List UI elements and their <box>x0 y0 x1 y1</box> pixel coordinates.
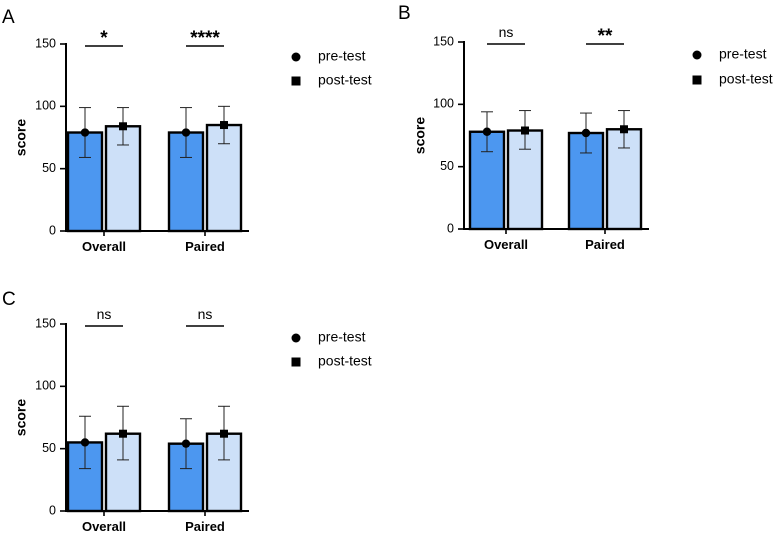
marker-circle-overall <box>482 127 492 136</box>
significance-label: ns <box>499 24 514 40</box>
y-tick-label: 50 <box>42 441 56 455</box>
marker-circle-paired <box>181 128 191 137</box>
y-tick-label: 50 <box>440 159 454 173</box>
panel-letter: A <box>2 7 15 28</box>
x-tick-label-paired: Paired <box>585 237 625 252</box>
marker-square-paired <box>220 121 228 130</box>
marker-square-paired <box>220 429 228 438</box>
significance-label: ** <box>598 26 613 47</box>
significance-label: ns <box>198 306 213 322</box>
y-tick-label: 150 <box>35 316 56 330</box>
legend-label-pre-test: pre-test <box>318 329 366 345</box>
legend-marker-square-icon <box>291 357 301 367</box>
panel-letter: B <box>398 3 411 24</box>
panel-letter: C <box>2 289 16 310</box>
x-tick-label-overall: Overall <box>484 237 528 252</box>
legend-label-pre-test: pre-test <box>719 46 767 62</box>
y-tick-label: 50 <box>42 161 56 175</box>
y-tick-label: 100 <box>35 379 56 393</box>
legend-label-post-test: post-test <box>318 72 372 88</box>
y-tick-label: 100 <box>433 97 454 111</box>
legend-label-post-test: post-test <box>318 353 372 369</box>
x-tick-label-paired: Paired <box>185 239 225 254</box>
y-axis-title: score <box>13 119 29 157</box>
x-tick-label-overall: Overall <box>82 519 126 534</box>
marker-circle-paired <box>581 128 591 138</box>
marker-circle-paired <box>181 439 191 448</box>
y-tick-label: 0 <box>447 221 454 235</box>
y-tick-label: 0 <box>49 223 56 237</box>
legend-marker-circle-icon <box>692 50 702 60</box>
marker-square-overall <box>119 429 127 438</box>
significance-label: **** <box>190 28 220 49</box>
marker-square-paired <box>620 125 628 134</box>
y-tick-label: 0 <box>49 503 56 517</box>
legend-marker-circle-icon <box>291 333 301 343</box>
legend-marker-square-icon <box>692 75 702 85</box>
significance-label: ns <box>97 306 112 322</box>
y-axis-title: score <box>412 117 428 155</box>
marker-circle-overall <box>80 438 90 447</box>
x-tick-label-paired: Paired <box>185 519 225 534</box>
y-tick-label: 150 <box>433 34 454 48</box>
marker-square-overall <box>521 126 529 135</box>
legend-marker-circle-icon <box>291 52 301 62</box>
legend-label-post-test: post-test <box>719 71 773 87</box>
y-tick-label: 100 <box>35 99 56 113</box>
y-tick-label: 150 <box>35 36 56 50</box>
y-axis-title: score <box>13 399 29 437</box>
legend-label-pre-test: pre-test <box>318 48 366 64</box>
marker-circle-overall <box>80 128 90 137</box>
significance-label: * <box>100 28 108 49</box>
x-tick-label-overall: Overall <box>82 239 126 254</box>
marker-square-overall <box>119 122 127 131</box>
legend-marker-square-icon <box>291 76 301 86</box>
